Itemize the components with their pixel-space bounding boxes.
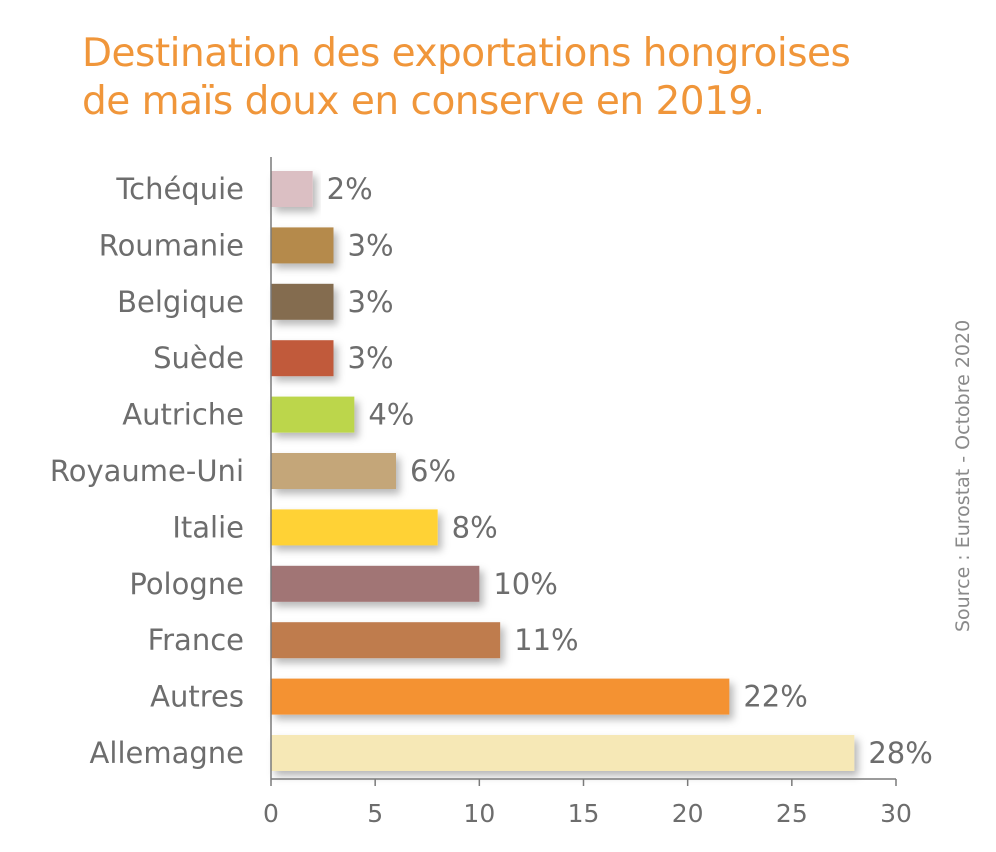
category-label-8: France: [148, 623, 244, 657]
bar-2: [271, 283, 334, 320]
bar-1: [271, 227, 334, 264]
category-label-0: Tchéquie: [115, 172, 244, 206]
value-label-1: 3%: [348, 228, 394, 262]
value-label-6: 8%: [452, 510, 498, 544]
bars-group: [271, 171, 855, 771]
source-note: Source : Eurostat - Octobre 2020: [952, 319, 974, 632]
x-tick-label-6: 30: [880, 799, 912, 828]
bar-5: [271, 453, 396, 489]
value-label-8: 11%: [514, 623, 578, 657]
value-label-5: 6%: [410, 454, 456, 488]
value-label-10: 28%: [868, 736, 932, 770]
bar-6: [271, 509, 438, 546]
category-label-1: Roumanie: [99, 228, 244, 262]
x-tick-label-3: 15: [568, 799, 600, 828]
x-tick-label-1: 5: [367, 799, 383, 828]
value-label-3: 3%: [348, 341, 394, 375]
value-label-0: 2%: [327, 172, 373, 206]
value-label-2: 3%: [348, 285, 394, 319]
bar-7: [271, 565, 480, 602]
category-label-3: Suède: [153, 341, 244, 375]
bar-8: [271, 622, 501, 659]
bar-3: [271, 340, 334, 377]
value-label-9: 22%: [743, 680, 807, 714]
bar-4: [271, 396, 355, 433]
category-label-4: Autriche: [122, 398, 244, 432]
category-label-10: Allemagne: [90, 736, 244, 770]
category-label-2: Belgique: [117, 285, 244, 319]
axes-group: 0 5 10 15 20 25 30: [263, 157, 912, 828]
x-tick-label-5: 25: [776, 799, 808, 828]
x-tick-label-2: 10: [463, 799, 495, 828]
bar-10: [271, 735, 855, 771]
chart-title-line-2: de maïs doux en conserve en 2019.: [82, 79, 765, 124]
x-tick-label-4: 20: [672, 799, 704, 828]
category-label-7: Pologne: [129, 567, 244, 601]
value-labels-group: 2% 3% 3% 3% 4% 6% 8% 10% 11% 22% 28%: [327, 172, 933, 770]
category-labels-group: Tchéquie Roumanie Belgique Suède Autriche Roy…: [50, 172, 244, 770]
chart-title: Destination des exportations hongroises …: [82, 30, 882, 126]
value-label-4: 4%: [368, 398, 414, 432]
value-label-7: 10%: [493, 567, 557, 601]
category-label-9: Autres: [150, 680, 244, 714]
category-label-5: Royaume-Uni: [50, 454, 244, 488]
category-label-6: Italie: [172, 510, 244, 544]
bar-9: [271, 678, 730, 715]
chart-title-line-1: Destination des exportations hongroises: [82, 31, 851, 76]
bar-0: [271, 171, 313, 207]
x-tick-label-0: 0: [263, 799, 279, 828]
